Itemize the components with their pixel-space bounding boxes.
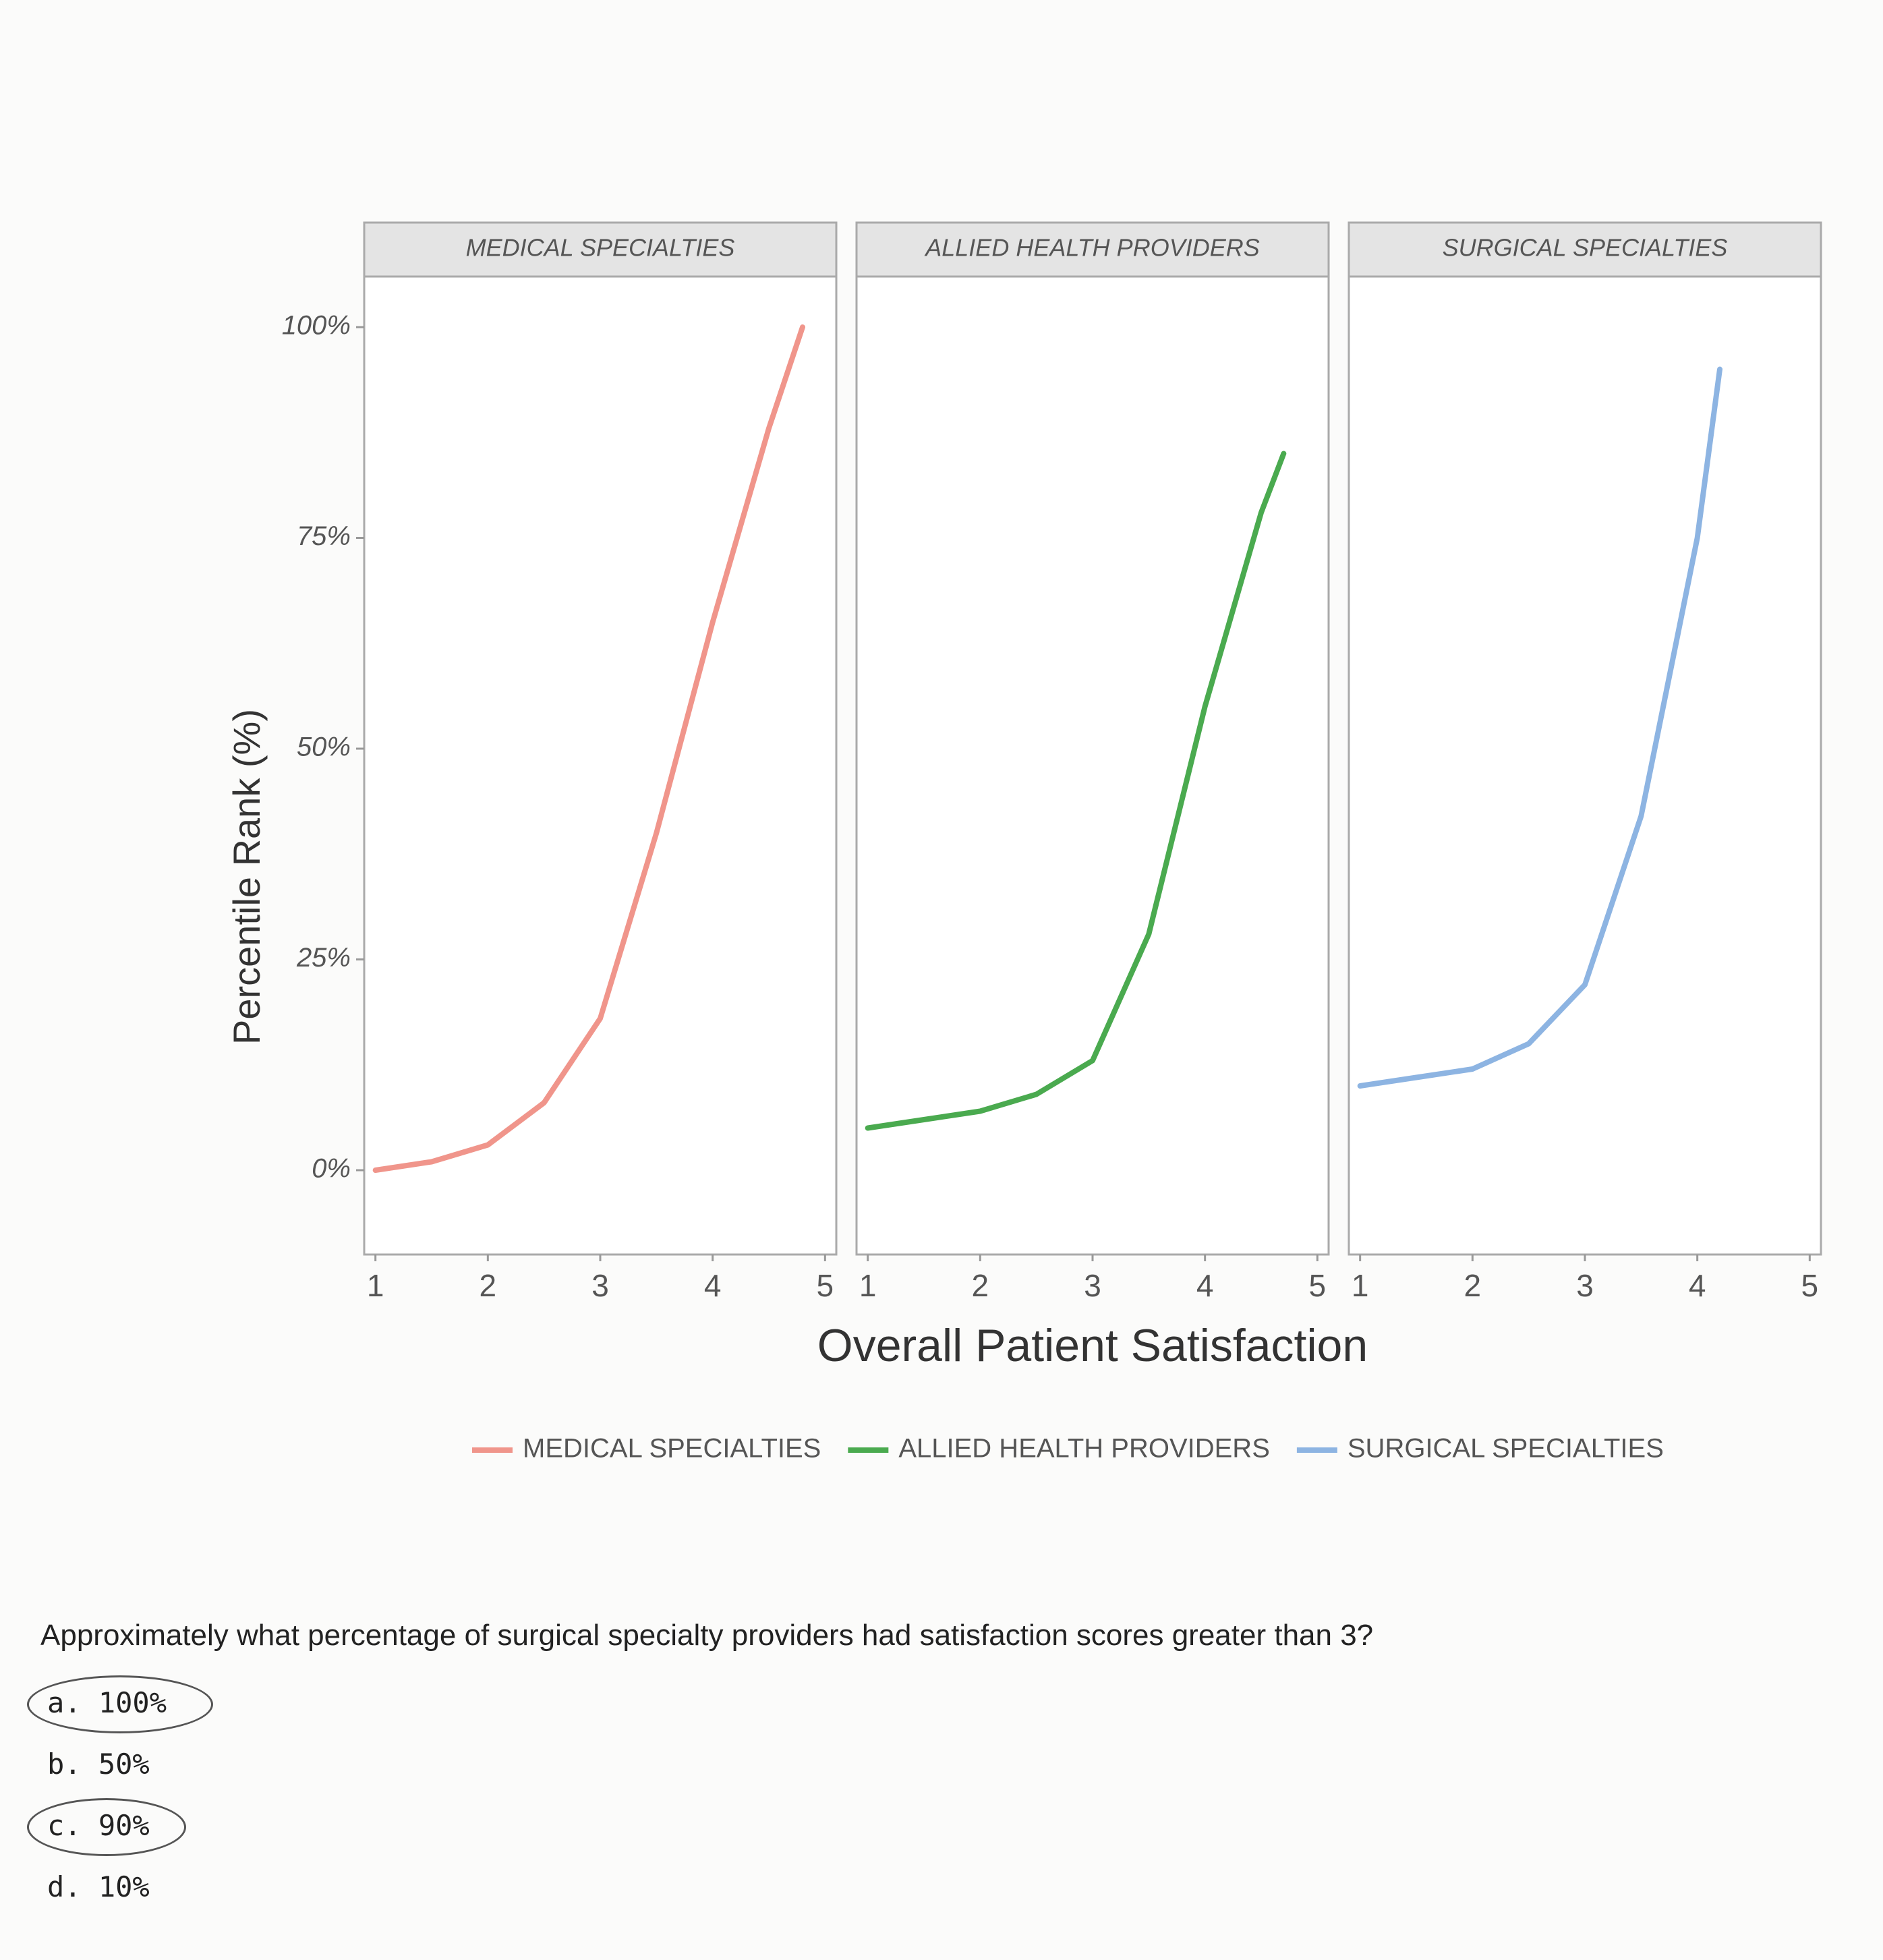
x-tick-label: 2 (972, 1268, 989, 1303)
question: Approximately what percentage of surgica… (27, 1619, 1848, 1932)
y-tick-label: 0% (312, 1154, 351, 1184)
panel-title: SURGICAL SPECIALTIES (1443, 234, 1728, 262)
x-tick-label: 5 (817, 1268, 834, 1303)
panel (363, 275, 838, 1256)
legend-label: ALLIED HEALTH PROVIDERS (898, 1434, 1270, 1464)
pencil-circle (27, 1675, 213, 1733)
x-tick-label: 2 (1464, 1268, 1482, 1303)
x-axis-label: Overall Patient Satisfaction (817, 1320, 1368, 1371)
legend-label: SURGICAL SPECIALTIES (1348, 1434, 1664, 1464)
y-axis-label: Percentile Rank (%) (225, 709, 268, 1045)
option[interactable]: a. 100% (27, 1675, 1848, 1733)
strip (363, 221, 838, 278)
x-tick-label: 3 (1084, 1268, 1101, 1303)
panel-title: MEDICAL SPECIALTIES (466, 234, 735, 262)
x-tick-label: 4 (1196, 1268, 1214, 1303)
question-text: Approximately what percentage of surgica… (40, 1619, 1374, 1652)
x-tick-label: 4 (704, 1268, 722, 1303)
x-tick-label: 2 (480, 1268, 497, 1303)
line (865, 451, 1287, 1131)
x-tick-label: 3 (1576, 1268, 1594, 1303)
option-text: d. 10% (47, 1870, 150, 1903)
pencil-circle (27, 1798, 186, 1856)
x-tick-label: 5 (1801, 1268, 1819, 1303)
x-tick-label: 1 (859, 1268, 877, 1303)
panel-title: ALLIED HEALTH PROVIDERS (924, 234, 1259, 262)
option[interactable]: d. 10% (47, 1870, 1848, 1903)
line (372, 324, 805, 1173)
panel (1348, 275, 1822, 1256)
y-tick-label: 25% (296, 943, 351, 973)
y-tick-label: 75% (297, 521, 351, 551)
x-tick-label: 1 (1352, 1268, 1369, 1303)
y-tick-label: 100% (282, 311, 351, 341)
y-tick-label: 50% (297, 732, 351, 762)
x-tick-label: 4 (1689, 1268, 1706, 1303)
option-text: b. 50% (47, 1748, 150, 1781)
strip (855, 221, 1330, 278)
x-tick-label: 1 (367, 1268, 384, 1303)
chart: Percentile Rank (%) Overall Patient Sati… (225, 221, 1822, 1464)
x-tick-label: 5 (1309, 1268, 1327, 1303)
x-tick-label: 3 (591, 1268, 609, 1303)
legend-label: MEDICAL SPECIALTIES (523, 1434, 821, 1464)
strip (1348, 221, 1822, 278)
line (1357, 366, 1722, 1089)
option[interactable]: b. 50% (47, 1748, 1848, 1781)
panel (855, 275, 1330, 1256)
option[interactable]: c. 90% (27, 1798, 1848, 1856)
